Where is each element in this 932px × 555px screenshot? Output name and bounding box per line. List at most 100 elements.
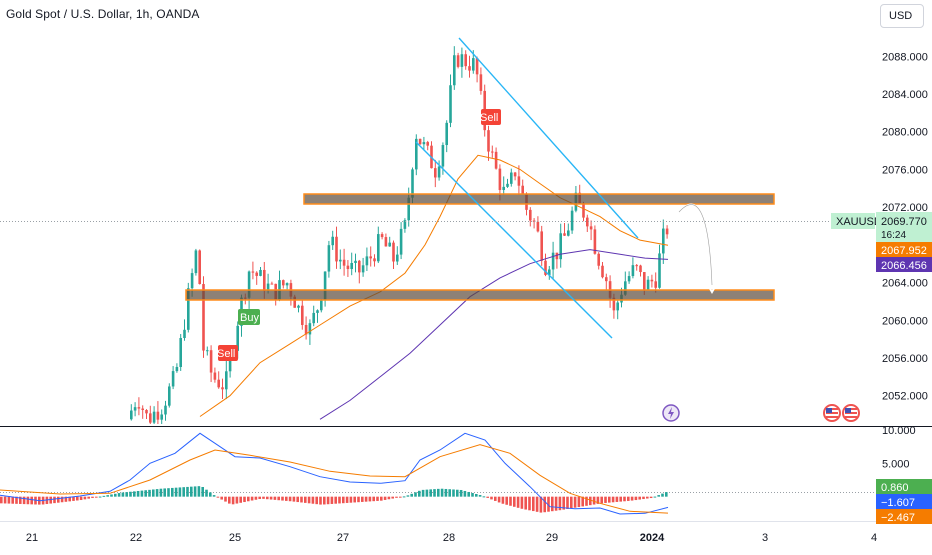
macd-histogram-bar xyxy=(133,491,136,497)
candle-body xyxy=(228,355,232,372)
candle-body xyxy=(331,236,334,246)
macd-histogram-bar xyxy=(391,496,394,499)
macd-histogram-bar xyxy=(174,487,178,497)
candle-body xyxy=(358,260,361,273)
macd-histogram-bar xyxy=(497,496,501,503)
candle-body xyxy=(255,272,258,276)
candle-body xyxy=(190,273,194,289)
candles-layer[interactable] xyxy=(130,46,669,424)
candle-body xyxy=(137,407,141,409)
candle-body xyxy=(456,55,460,67)
candle-body xyxy=(175,366,179,372)
resistance-zone[interactable] xyxy=(303,193,775,205)
candle-body xyxy=(263,269,266,291)
candle-body xyxy=(548,269,551,275)
macd-histogram-bar xyxy=(190,486,193,497)
candle-body xyxy=(426,142,429,146)
flash-icon[interactable] xyxy=(662,404,680,422)
macd-tick-label: 5.000 xyxy=(882,458,910,470)
candle-body xyxy=(206,350,209,352)
macd-histogram-bar xyxy=(121,492,125,497)
price-tick-label: 2052.000 xyxy=(882,391,928,403)
macd-axis[interactable]: 10.000 5.000 xyxy=(882,425,916,470)
macd-histogram-bar xyxy=(277,496,280,501)
macd-histogram-bar xyxy=(554,496,558,511)
ma-slow-line xyxy=(319,249,669,420)
macd-histogram-bar xyxy=(296,496,299,503)
us-flag-icon[interactable] xyxy=(823,404,841,422)
ma-slow-tag: 2066.456 xyxy=(876,257,932,272)
candle-body xyxy=(551,252,555,270)
macd-histogram-bar xyxy=(505,496,508,505)
macd-histogram-bar xyxy=(235,496,239,504)
time-axis[interactable]: 21 22 25 27 28 29 2024 3 4 xyxy=(26,532,877,544)
candle-body xyxy=(225,371,228,390)
macd-lines-layer xyxy=(0,432,669,515)
macd-histogram-bar xyxy=(486,496,489,498)
macd-histogram-bar xyxy=(53,496,56,504)
candle-body xyxy=(589,226,593,230)
macd-histogram-bar xyxy=(342,496,345,504)
macd-histogram-bar xyxy=(615,496,619,502)
macd-histogram-bar xyxy=(0,496,3,504)
time-tick-label: 21 xyxy=(26,532,38,544)
macd-histogram-bar xyxy=(311,496,315,504)
macd-histogram-layer xyxy=(0,486,668,513)
candle-body xyxy=(236,325,239,351)
macd-histogram-bar xyxy=(3,496,7,504)
candle-body xyxy=(156,411,160,420)
macd-histogram-bar xyxy=(649,496,653,499)
candle-body xyxy=(323,271,327,300)
macd-histogram-bar xyxy=(95,496,98,498)
candle-body xyxy=(350,262,353,270)
macd-histogram-bar xyxy=(566,496,569,509)
sell-signal-2-label: Sell xyxy=(480,112,498,124)
macd-histogram-bar xyxy=(357,496,360,503)
macd-histogram-bar xyxy=(402,496,406,498)
macd-histogram-bar xyxy=(205,489,208,497)
candle-body xyxy=(152,411,156,423)
candle-body xyxy=(631,265,635,277)
macd-histogram-bar xyxy=(380,496,383,501)
last-price-value: 2069.770 xyxy=(881,216,927,228)
candle-body xyxy=(555,252,559,260)
candle-body xyxy=(342,259,346,266)
forecast-arrow[interactable] xyxy=(678,203,713,286)
macd-histogram-bar xyxy=(410,493,413,497)
candle-body xyxy=(415,138,418,170)
sell-signal-1[interactable]: Sell xyxy=(217,345,238,361)
currency-button[interactable]: USD xyxy=(880,4,924,28)
candle-body xyxy=(582,203,585,218)
forecast-arrow-outline xyxy=(678,204,713,286)
macd-histogram-bar xyxy=(589,496,592,506)
macd-histogram-bar xyxy=(98,496,102,498)
macd-histogram-bar xyxy=(273,496,277,500)
macd-histogram-bar xyxy=(440,488,444,497)
candle-body xyxy=(665,228,669,235)
macd-histogram-bar xyxy=(353,496,356,503)
price-tick-label: 2084.000 xyxy=(882,89,928,101)
macd-histogram-bar xyxy=(171,487,174,497)
macd-histogram-bar xyxy=(262,496,265,499)
macd-histogram-bar xyxy=(448,489,451,497)
candle-body xyxy=(346,265,350,270)
channel-lower-line[interactable] xyxy=(415,141,613,339)
candle-body xyxy=(487,130,490,152)
sell-signal-2[interactable]: Sell xyxy=(480,109,501,125)
ma-slow-value: 2066.456 xyxy=(881,260,927,272)
channel-upper-line[interactable] xyxy=(458,37,639,239)
candle-body xyxy=(597,253,600,266)
candle-body xyxy=(601,265,604,278)
candle-body xyxy=(479,74,483,91)
us-flag-icon-2[interactable] xyxy=(842,404,860,422)
price-tick-label: 2072.000 xyxy=(882,202,928,214)
buy-signal[interactable]: Buy xyxy=(238,309,260,325)
macd-histogram-bar xyxy=(304,496,307,503)
candle-body xyxy=(521,185,524,194)
candle-body xyxy=(441,145,445,167)
support-zone[interactable] xyxy=(185,289,775,301)
macd-histogram-bar xyxy=(231,496,235,505)
macd-histogram-bar xyxy=(661,493,664,497)
